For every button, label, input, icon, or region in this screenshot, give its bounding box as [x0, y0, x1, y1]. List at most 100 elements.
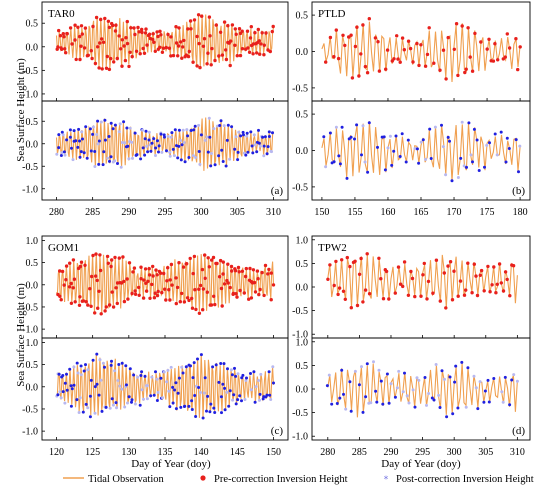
data-layer — [326, 252, 518, 310]
legend-pre-marker — [200, 475, 206, 481]
post-correction-point — [119, 165, 123, 169]
post-correction-point — [165, 149, 168, 153]
post-correction-point — [113, 369, 117, 373]
pre-correction-point — [97, 289, 101, 293]
pre-correction-point — [65, 32, 69, 36]
pre-correction-point — [122, 44, 126, 48]
pre-correction-point — [137, 293, 141, 297]
post-correction-point — [118, 122, 122, 126]
pre-correction-point — [132, 266, 137, 270]
post-correction-point — [417, 161, 421, 165]
pre-correction-point — [89, 49, 94, 53]
subplot-d-bottom: -1.0 -0.5 0.0 0.5 1.0 (d) — [292, 337, 531, 443]
post-correction-point — [444, 173, 448, 177]
post-correction-point — [327, 373, 331, 377]
post-correction-point — [261, 397, 265, 401]
pre-correction-point — [94, 274, 98, 278]
post-correction-point — [141, 146, 145, 150]
pre-correction-point — [341, 33, 345, 37]
pre-correction-point — [164, 45, 168, 50]
post-correction-point — [353, 137, 356, 141]
post-correction-point — [466, 366, 470, 370]
pre-correction-point — [100, 37, 104, 41]
legend-pre-label: Pre-correction Inversion Height — [214, 474, 348, 485]
pre-correction-point — [88, 287, 92, 291]
post-correction-point — [424, 157, 428, 161]
post-correction-point — [78, 155, 82, 159]
post-correction-point — [472, 374, 476, 378]
post-correction-point — [270, 150, 273, 154]
pre-correction-point — [211, 255, 216, 260]
pre-correction-point — [452, 269, 456, 273]
post-correction-point — [103, 365, 106, 369]
post-correction-point — [126, 144, 130, 148]
pre-correction-point — [58, 294, 62, 298]
pre-correction-point — [413, 294, 417, 299]
post-correction-point — [360, 153, 363, 157]
pre-correction-point — [233, 27, 237, 31]
pre-correction-point — [240, 47, 245, 51]
pre-correction-point — [106, 261, 111, 265]
pre-correction-point — [107, 67, 112, 72]
tidal-observation-line — [55, 14, 275, 69]
post-correction-point — [78, 139, 81, 143]
pre-correction-point — [221, 272, 225, 276]
pre-correction-point — [120, 38, 125, 42]
pre-correction-point — [78, 295, 82, 299]
pre-correction-point — [363, 288, 368, 292]
pre-correction-point — [58, 34, 63, 38]
post-correction-point — [130, 400, 133, 404]
post-correction-point — [111, 403, 115, 407]
post-correction-point — [482, 400, 486, 404]
post-correction-point — [446, 135, 450, 139]
post-correction-point — [340, 368, 344, 372]
post-correction-point — [139, 374, 143, 377]
post-correction-point — [271, 365, 275, 369]
pre-correction-point — [113, 29, 118, 33]
pre-correction-point — [249, 296, 254, 300]
pre-correction-point — [438, 68, 442, 72]
pre-correction-point — [133, 289, 137, 293]
post-correction-point — [97, 393, 101, 397]
pre-correction-point — [69, 281, 73, 286]
pre-correction-point — [341, 289, 346, 293]
pre-correction-point — [328, 263, 332, 267]
legend: Tidal Observation Pre-correction Inversi… — [63, 474, 534, 485]
pre-correction-point — [138, 52, 142, 56]
post-correction-point — [250, 144, 254, 148]
post-correction-point — [169, 135, 173, 139]
pre-correction-point — [466, 261, 470, 265]
post-correction-point — [182, 141, 186, 144]
pre-correction-point — [148, 296, 152, 300]
pre-correction-point — [355, 303, 360, 308]
post-correction-point — [145, 384, 149, 388]
pre-correction-point — [251, 42, 256, 46]
pre-correction-point — [252, 280, 257, 285]
x-tick-label: 155 — [347, 207, 362, 218]
post-correction-point — [485, 143, 489, 147]
post-correction-point — [148, 143, 152, 147]
post-correction-point — [197, 123, 201, 127]
pre-correction-point — [224, 48, 228, 52]
post-correction-point — [108, 406, 112, 410]
pre-correction-point — [96, 306, 100, 310]
post-correction-point — [360, 365, 363, 369]
pre-correction-point — [271, 283, 276, 287]
post-correction-point — [186, 134, 190, 138]
post-correction-point — [210, 152, 213, 155]
y-tick-label: -0.5 — [22, 404, 38, 415]
post-correction-point — [222, 124, 226, 128]
pre-correction-point — [151, 32, 155, 36]
post-correction-point — [63, 381, 67, 385]
post-correction-point — [57, 133, 61, 137]
pre-correction-point — [153, 49, 157, 53]
pre-correction-point — [396, 57, 400, 61]
post-correction-point — [465, 165, 468, 169]
post-correction-point — [88, 415, 92, 419]
post-correction-point — [400, 132, 404, 136]
post-correction-point — [403, 371, 406, 375]
pre-correction-point — [384, 269, 389, 274]
post-correction-point — [191, 376, 195, 380]
post-correction-point — [393, 395, 397, 399]
post-correction-point — [388, 134, 392, 138]
